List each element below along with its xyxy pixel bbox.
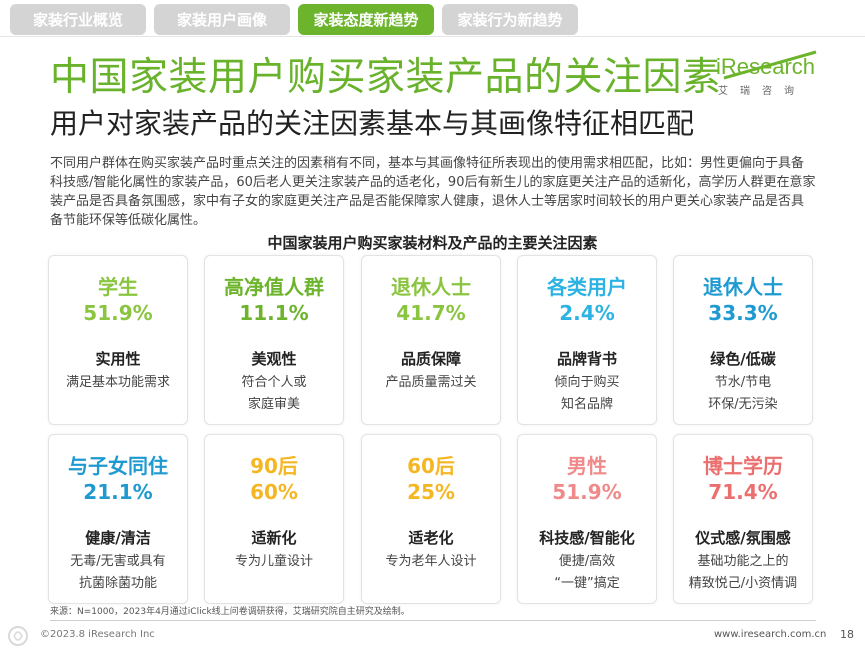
card-group: 博士学历	[703, 454, 783, 478]
card-factor: 美观性	[251, 350, 297, 368]
tab-bar: 家装行业概览 家装用户画像 家装态度新趋势 家装行为新趋势	[10, 4, 578, 35]
card-detail: 家庭审美	[247, 397, 300, 412]
footer-divider	[50, 620, 816, 621]
card-factor: 实用性	[95, 350, 141, 368]
card-factor: 适老化	[408, 529, 454, 547]
tab-behavior-trends[interactable]: 家装行为新趋势	[442, 4, 578, 35]
card-detail: 基础功能之上的	[697, 554, 789, 569]
card-factor: 品质保障	[400, 350, 461, 368]
card-detail: 便捷/高效	[558, 554, 616, 569]
card-percentage: 11.1%	[239, 301, 309, 325]
card-factor: 健康/清洁	[85, 529, 151, 547]
card-detail: 精致悦己/小资情调	[688, 576, 798, 591]
card-detail: 知名品牌	[560, 397, 613, 412]
card-factor: 仪式感/氛围感	[695, 529, 791, 547]
page-number: 18	[840, 628, 854, 641]
card-group: 60后	[407, 454, 455, 478]
card-retired-quality: 退休人士 41.7% 品质保障 产品质量需过关	[361, 255, 501, 425]
card-student: 学生 51.9% 实用性 满足基本功能需求	[48, 255, 188, 425]
card-post-90s: 90后 60% 适新化 专为儿童设计	[204, 434, 344, 604]
card-male: 男性 51.9% 科技感/智能化 便捷/高效 “一键”搞定	[517, 434, 657, 604]
card-detail: 专为儿童设计	[234, 554, 313, 569]
source-note: 来源：N=1000，2023年4月通过iClick线上问卷调研获得，艾瑞研究院自…	[50, 607, 410, 617]
card-group: 各类用户	[547, 275, 627, 299]
card-percentage: 60%	[250, 480, 298, 504]
card-factor: 科技感/智能化	[539, 529, 635, 547]
card-factor: 品牌背书	[556, 350, 617, 368]
card-group: 退休人士	[703, 275, 783, 299]
card-percentage: 71.4%	[708, 480, 778, 504]
tab-industry-overview[interactable]: 家装行业概览	[10, 4, 146, 35]
card-detail: 产品质量需过关	[385, 375, 477, 390]
tab-user-profile[interactable]: 家装用户画像	[154, 4, 290, 35]
card-group: 与子女同住	[68, 454, 168, 478]
logo-cn-text: 艾瑞咨询	[718, 86, 806, 97]
card-detail: 倾向于购买	[554, 375, 620, 390]
card-post-60s: 60后 25% 适老化 专为老年人设计	[361, 434, 501, 604]
card-group: 高净值人群	[224, 275, 324, 299]
card-detail: 节水/节电	[714, 375, 772, 390]
card-detail: “一键”搞定	[554, 576, 620, 591]
watermark-icon	[8, 626, 28, 646]
description-paragraph: 不同用户群体在购买家装产品时重点关注的因素稍有不同，基本与其画像特征所表现出的使…	[50, 156, 816, 228]
page-title: 中国家装用户购买家装产品的关注因素	[50, 55, 722, 100]
logo-swoosh-icon	[723, 50, 817, 80]
card-detail: 无毒/无害或具有	[70, 554, 166, 569]
card-all-users: 各类用户 2.4% 品牌背书 倾向于购买 知名品牌	[517, 255, 657, 425]
card-group: 90后	[250, 454, 298, 478]
chart-title: 中国家装用户购买家装材料及产品的主要关注因素	[267, 234, 598, 252]
card-factor: 绿色/低碳	[710, 350, 776, 368]
tab-attitude-trends[interactable]: 家装态度新趋势	[298, 4, 434, 35]
card-percentage: 33.3%	[708, 301, 778, 325]
card-detail: 环保/无污染	[708, 397, 778, 412]
card-detail: 符合个人或	[241, 375, 307, 390]
card-detail: 专为老年人设计	[385, 554, 477, 569]
card-retired-green: 退休人士 33.3% 绿色/低碳 节水/节电 环保/无污染	[673, 255, 813, 425]
card-detail: 满足基本功能需求	[65, 375, 170, 390]
card-percentage: 25%	[407, 480, 455, 504]
card-group: 男性	[567, 454, 607, 478]
card-percentage: 51.9%	[83, 301, 153, 325]
card-percentage: 51.9%	[552, 480, 622, 504]
iresearch-logo: iResearch 艾瑞咨询	[716, 50, 820, 98]
card-with-children: 与子女同住 21.1% 健康/清洁 无毒/无害或具有 抗菌除菌功能	[48, 434, 188, 604]
page-subtitle: 用户对家装产品的关注因素基本与其画像特征相匹配	[50, 107, 695, 140]
card-phd: 博士学历 71.4% 仪式感/氛围感 基础功能之上的 精致悦己/小资情调	[673, 434, 813, 604]
tabs-divider	[0, 36, 865, 37]
card-percentage: 2.4%	[559, 301, 615, 325]
card-percentage: 21.1%	[83, 480, 153, 504]
card-percentage: 41.7%	[396, 301, 466, 325]
website-link[interactable]: www.iresearch.com.cn	[714, 629, 827, 640]
card-group: 退休人士	[391, 275, 471, 299]
card-group: 学生	[98, 275, 138, 299]
card-high-net-worth: 高净值人群 11.1% 美观性 符合个人或 家庭审美	[204, 255, 344, 425]
copyright-text: ©2023.8 iResearch Inc	[40, 629, 155, 640]
logo-brand-text: iResearch	[716, 54, 816, 79]
card-detail: 抗菌除菌功能	[78, 576, 157, 591]
card-factor: 适新化	[251, 529, 297, 547]
